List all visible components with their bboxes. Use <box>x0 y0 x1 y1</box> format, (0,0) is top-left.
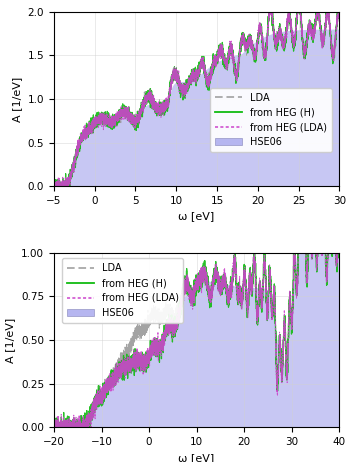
Y-axis label: A [1/eV]: A [1/eV] <box>6 317 16 363</box>
Legend: LDA, from HEG (H), from HEG (LDA), HSE06: LDA, from HEG (H), from HEG (LDA), HSE06 <box>62 258 183 322</box>
X-axis label: ω [eV]: ω [eV] <box>179 453 215 462</box>
Legend: LDA, from HEG (H), from HEG (LDA), HSE06: LDA, from HEG (H), from HEG (LDA), HSE06 <box>210 88 332 152</box>
X-axis label: ω [eV]: ω [eV] <box>179 212 215 222</box>
Y-axis label: A [1/eV]: A [1/eV] <box>12 76 22 122</box>
